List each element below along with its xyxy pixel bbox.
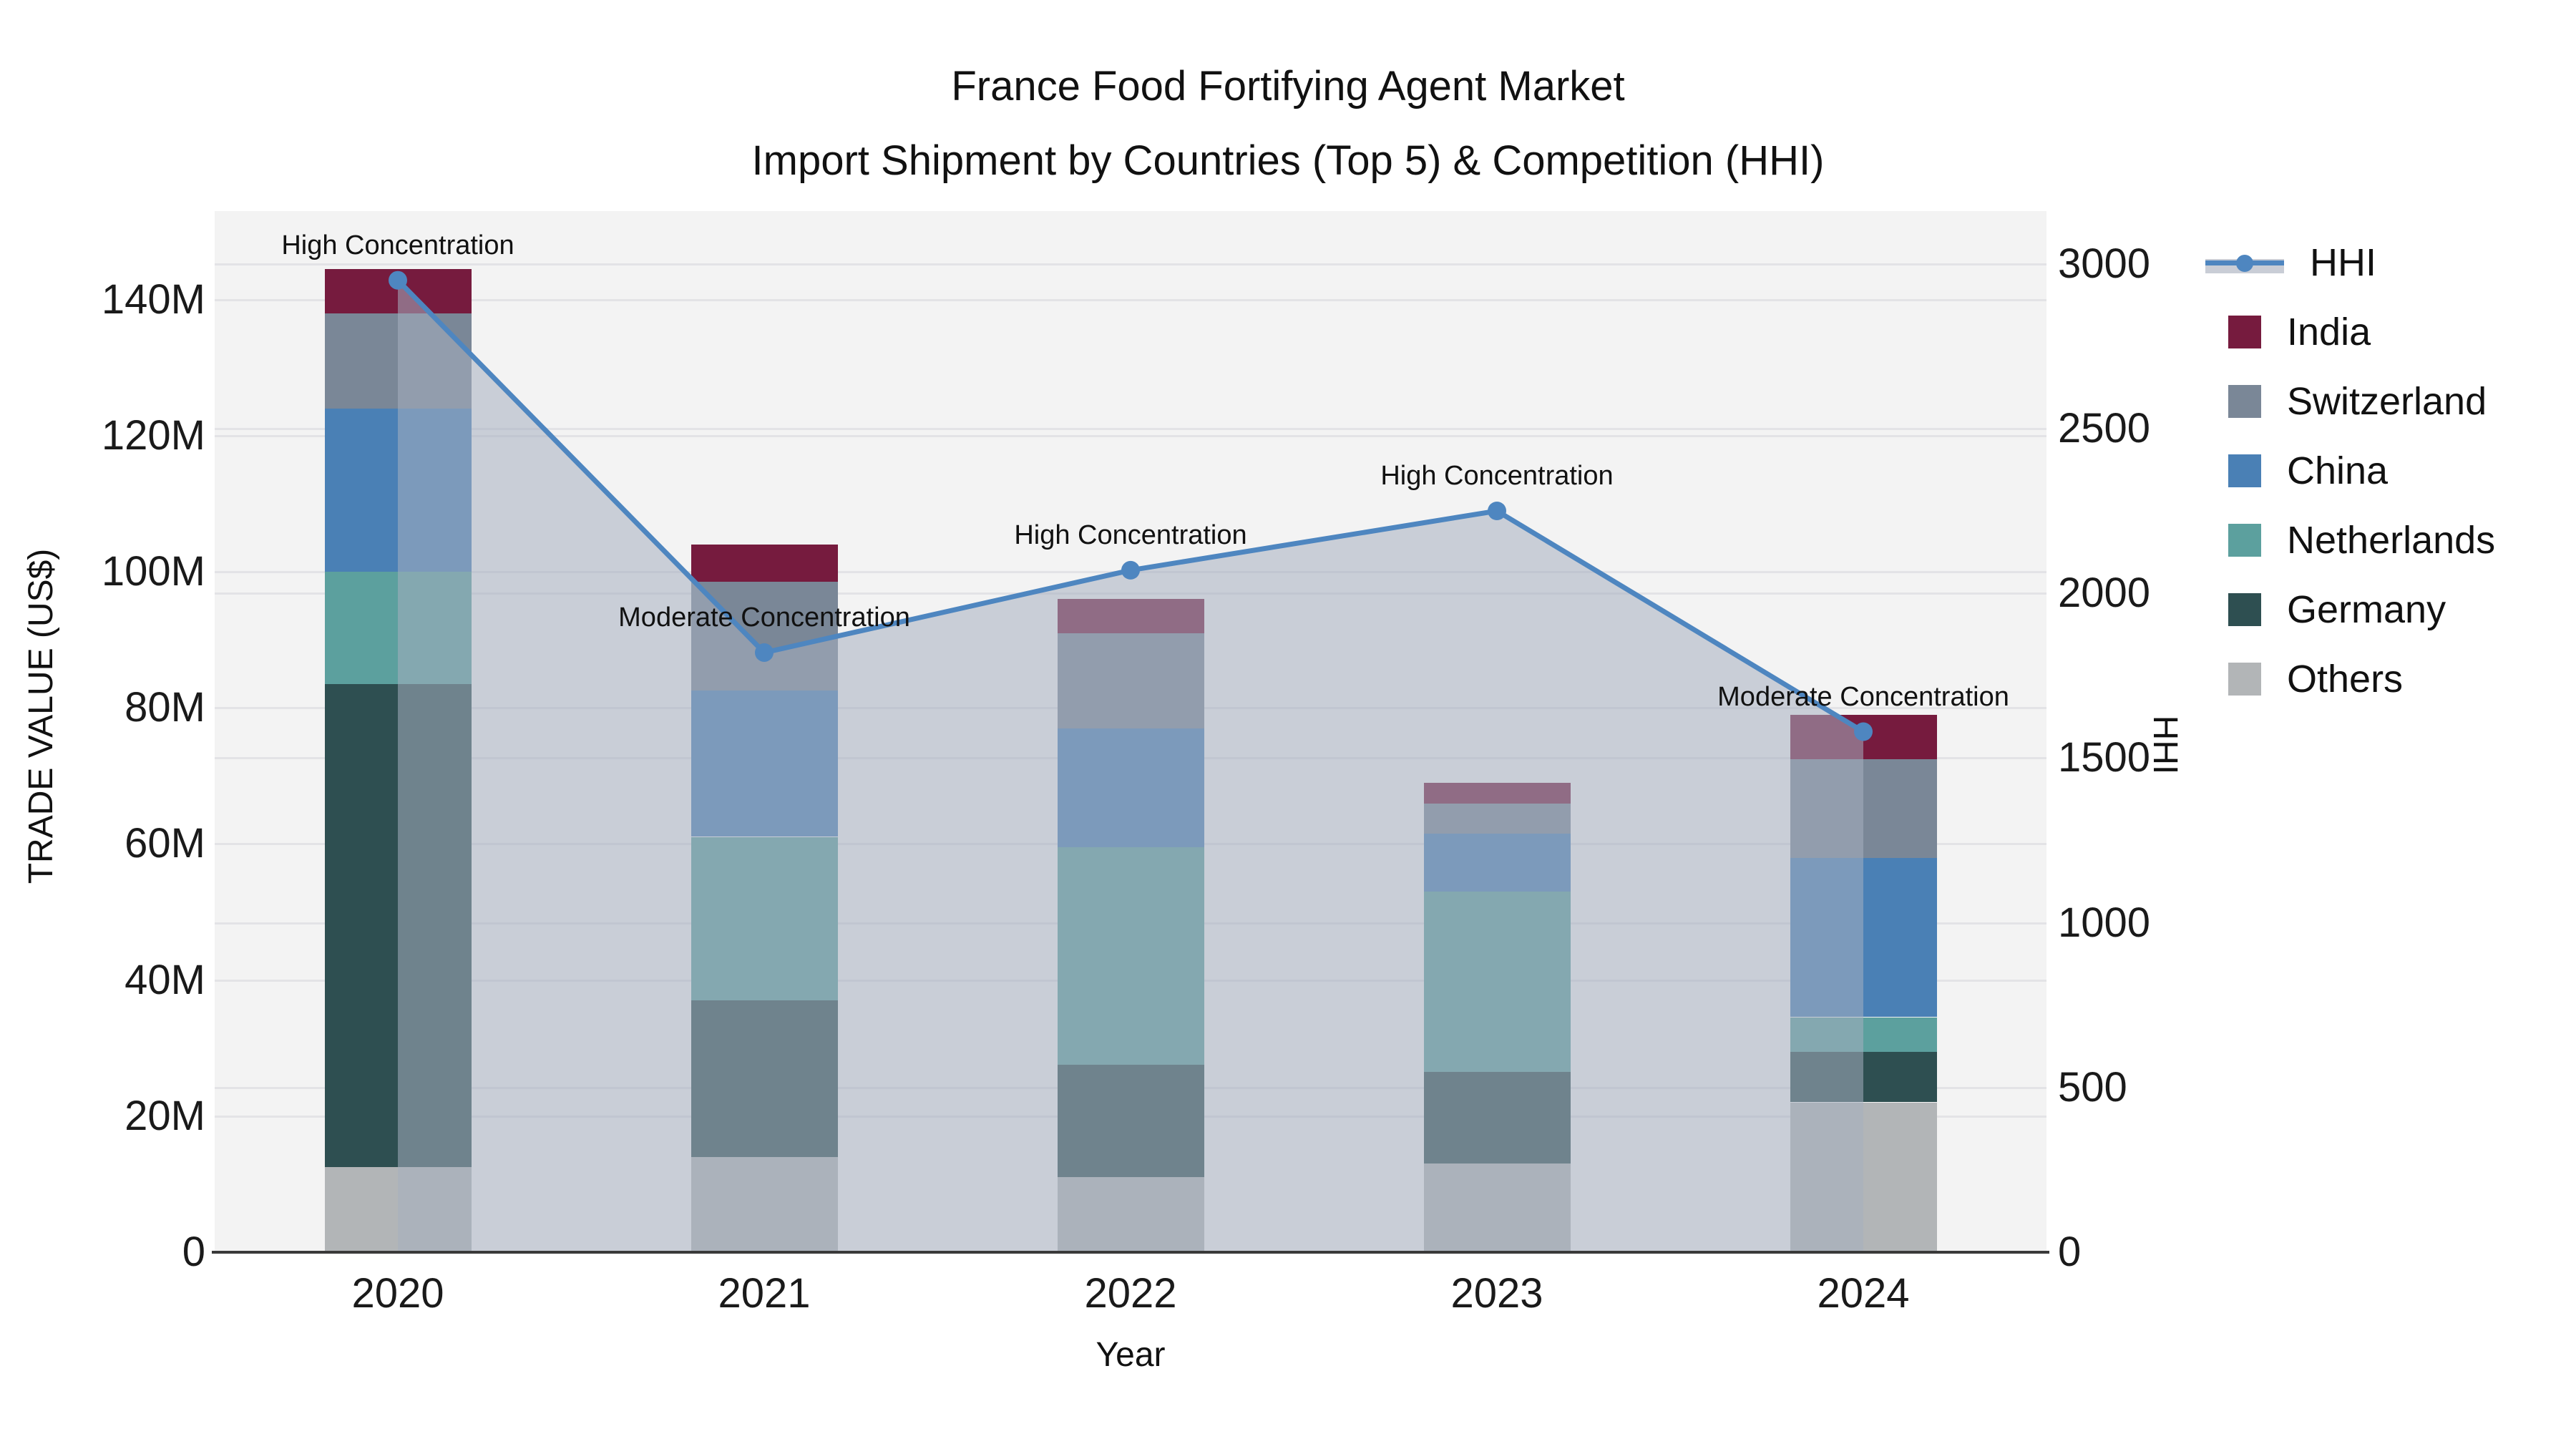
hhi-legend-swatch <box>2205 246 2284 279</box>
y-tick-left-100M: 100M <box>101 548 205 595</box>
y-tick-right-2000: 2000 <box>2058 570 2151 616</box>
legend-item-netherlands[interactable]: Netherlands <box>2205 505 2495 575</box>
y-axis-title-left: TRADE VALUE (US$) <box>22 548 60 884</box>
annotation-2023: High Concentration <box>1380 461 1614 491</box>
y-tick-right-3000: 3000 <box>2058 240 2151 287</box>
y-tick-left-0: 0 <box>182 1229 205 1275</box>
legend-label-china: China <box>2287 449 2389 492</box>
legend-label-hhi: HHI <box>2310 240 2376 284</box>
legend: HHI India Switzerland China Netherlands Germa… <box>2205 228 2495 713</box>
y-tick-left-120M: 120M <box>101 412 205 459</box>
legend-label-others: Others <box>2287 657 2404 701</box>
y-axis-title-right: HHI <box>2146 715 2184 775</box>
y-tick-right-500: 500 <box>2058 1064 2127 1111</box>
india-swatch-icon <box>2228 315 2261 348</box>
hhi-marker-2020[interactable] <box>389 270 407 290</box>
gridline-left-axis <box>215 435 2046 437</box>
x-tick-2024: 2024 <box>1817 1270 1910 1317</box>
y-tick-left-40M: 40M <box>125 957 205 1003</box>
x-axis-line <box>212 1251 2049 1254</box>
y-tick-right-1000: 1000 <box>2058 899 2151 946</box>
annotation-2022: High Concentration <box>1014 520 1247 550</box>
legend-label-netherlands: Netherlands <box>2287 518 2496 562</box>
y-tick-left-20M: 20M <box>125 1093 205 1139</box>
chart-title-line2: Import Shipment by Countries (Top 5) & C… <box>751 137 1825 184</box>
gridline-right-axis <box>215 263 2046 265</box>
y-tick-left-140M: 140M <box>101 276 205 323</box>
gridline-right-axis <box>215 428 2046 430</box>
gridline-left-axis <box>215 299 2046 301</box>
hhi-marker-2022[interactable] <box>1121 560 1140 580</box>
legend-item-others[interactable]: Others <box>2205 644 2495 713</box>
x-axis-title: Year <box>1096 1336 1166 1374</box>
china-swatch-icon <box>2228 454 2261 487</box>
hhi-marker-2021[interactable] <box>755 643 774 662</box>
legend-item-india[interactable]: India <box>2205 297 2495 366</box>
hhi-line-layer <box>389 270 1873 1253</box>
y-tick-right-1500: 1500 <box>2058 734 2151 781</box>
hhi-marker-2023[interactable] <box>1488 502 1506 521</box>
legend-item-switzerland[interactable]: Switzerland <box>2205 366 2495 436</box>
y-tick-right-2500: 2500 <box>2058 405 2151 452</box>
annotation-2024: Moderate Concentration <box>1717 682 2009 712</box>
y-tick-left-80M: 80M <box>125 684 205 731</box>
annotation-2020: High Concentration <box>281 230 514 260</box>
legend-label-india: India <box>2287 310 2371 353</box>
annotation-2021: Moderate Concentration <box>618 602 910 633</box>
x-tick-2021: 2021 <box>718 1270 811 1317</box>
legend-item-germany[interactable]: Germany <box>2205 575 2495 644</box>
hhi-marker-swatch <box>2236 254 2253 272</box>
y-tick-right-0: 0 <box>2058 1229 2082 1275</box>
legend-label-germany: Germany <box>2287 587 2446 631</box>
germany-swatch-icon <box>2228 592 2261 626</box>
switzerland-swatch-icon <box>2228 384 2261 418</box>
x-tick-2022: 2022 <box>1084 1270 1177 1317</box>
legend-item-china[interactable]: China <box>2205 436 2495 505</box>
x-tick-2023: 2023 <box>1450 1270 1543 1317</box>
chart-title-line1: France Food Fortifying Agent Market <box>951 63 1625 109</box>
legend-item-hhi[interactable]: HHI <box>2205 228 2495 297</box>
legend-label-switzerland: Switzerland <box>2287 379 2487 423</box>
y-tick-left-60M: 60M <box>125 820 205 867</box>
hhi-marker-2024[interactable] <box>1854 722 1873 741</box>
bar-2021-india[interactable] <box>691 545 838 582</box>
netherlands-swatch-icon <box>2228 523 2261 557</box>
x-tick-2020: 2020 <box>351 1270 444 1317</box>
hhi-area-fill <box>398 280 1863 1253</box>
others-swatch-icon <box>2228 662 2261 696</box>
